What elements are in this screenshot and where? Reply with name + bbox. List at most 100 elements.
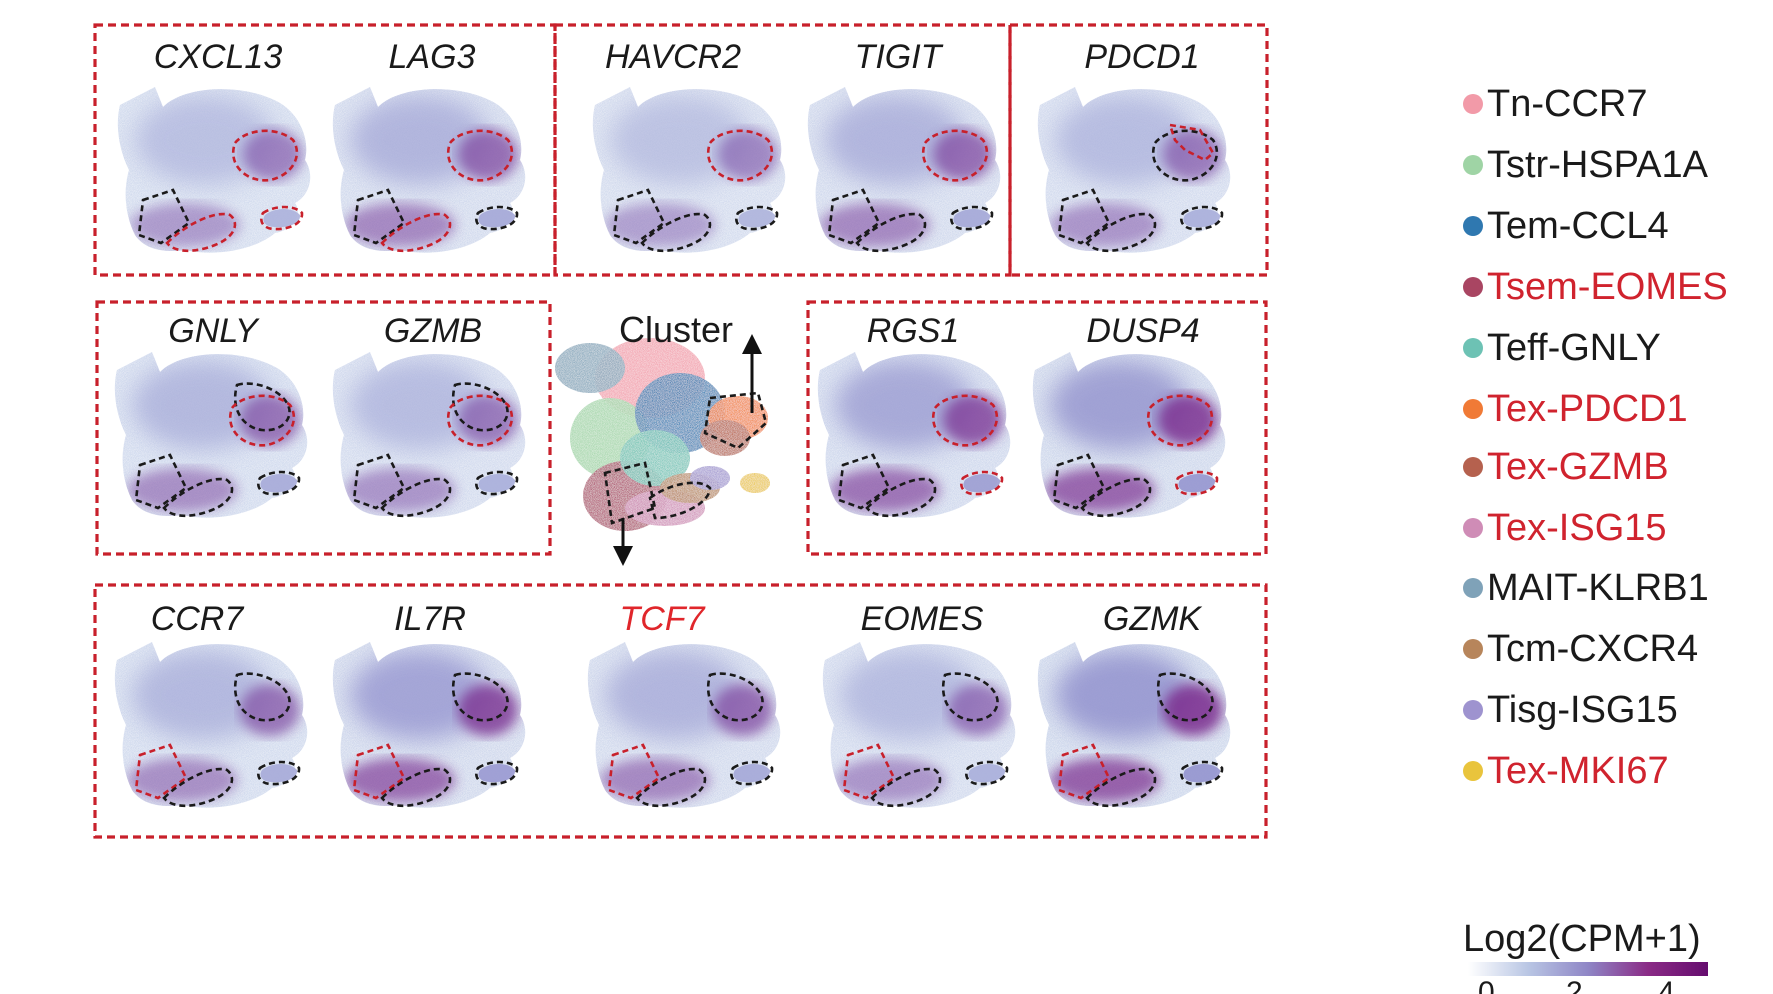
gene-label-ccr7: CCR7 [151, 600, 245, 638]
umap-island [260, 764, 298, 783]
legend-label: Tn-CCR7 [1487, 83, 1648, 125]
outline-region [352, 453, 406, 510]
legend-swatch [1463, 338, 1483, 358]
umap-island [478, 764, 516, 783]
umap-panel-cxcl13 [117, 87, 311, 253]
expression-hotspot [458, 394, 518, 446]
legend-swatch [1463, 277, 1483, 297]
colorscale-ticks: 0 2 4 [1468, 978, 1728, 994]
expression-density [135, 95, 275, 185]
expression-hotspot [718, 129, 778, 181]
colorscale-tick-0: 0 [1478, 978, 1495, 994]
cluster-Tex-MKI67 [740, 473, 770, 493]
outline-region [352, 743, 406, 800]
expression-hotspot [240, 684, 300, 736]
outline-region [1085, 767, 1157, 808]
outline-region [233, 672, 291, 722]
gene-label-gzmk: GZMK [1103, 600, 1203, 638]
outline-region [707, 129, 774, 182]
gene-label-pdcd1: PDCD1 [1084, 38, 1199, 76]
gene-label-eomes: EOMES [861, 600, 984, 638]
outline-region [447, 129, 514, 182]
outline-region [380, 212, 452, 253]
legend-item: Tn-CCR7 [1463, 84, 1647, 124]
legend-swatch [1463, 94, 1483, 114]
outline-region [842, 743, 896, 800]
cluster-MAIT-KLRB1 [555, 343, 625, 393]
legend-item: Teff-GNLY [1463, 328, 1661, 368]
umap-island [1178, 474, 1216, 493]
outline-region [475, 205, 519, 231]
gene-label-cxcl13: CXCL13 [154, 38, 283, 76]
expression-hotspot [948, 684, 1008, 736]
expression-density [825, 95, 965, 185]
expression-hotspot [713, 684, 773, 736]
legend-label: Tem-CCL4 [1487, 205, 1669, 247]
legend-swatch [1463, 518, 1483, 538]
outline-region [1180, 760, 1224, 786]
outline-region [229, 394, 296, 447]
expression-density [835, 360, 975, 450]
outline-region [941, 672, 999, 722]
cluster-label: Cluster [619, 309, 733, 350]
legend-label: Tisg-ISG15 [1487, 689, 1678, 731]
expression-hotspot [240, 394, 300, 446]
box-cytotoxic [95, 300, 552, 556]
expression-hotspot [943, 394, 1003, 446]
legend-swatch [1463, 700, 1483, 720]
expression-density [840, 650, 980, 740]
gene-label-gnly: GNLY [168, 312, 260, 350]
expression-hotspot [1163, 684, 1223, 736]
umap-panel-havcr2 [592, 87, 786, 253]
outline-region [447, 394, 514, 447]
outline-region [1180, 205, 1224, 231]
outline-region [1175, 470, 1219, 496]
outline-region [1057, 188, 1111, 245]
outline-region [1168, 123, 1215, 162]
legend-swatch [1463, 639, 1483, 659]
umap-island [478, 209, 516, 228]
legend-label: Tex-ISG15 [1487, 507, 1667, 549]
umap-island [1183, 764, 1221, 783]
umap-panel-pdcd1 [1037, 87, 1231, 253]
arrow-down-head [613, 546, 633, 566]
outline-region [640, 212, 712, 253]
outline-region [960, 470, 1004, 496]
legend-label: MAIT-KLRB1 [1487, 567, 1709, 609]
expression-density [350, 95, 490, 185]
outline-region [257, 470, 301, 496]
legend-swatch [1463, 457, 1483, 477]
outline-region [612, 188, 666, 245]
outline-region [233, 382, 291, 432]
expression-density [350, 360, 490, 450]
umap-island [260, 474, 298, 493]
outline-region [1080, 477, 1152, 518]
expression-hotspot [933, 129, 993, 181]
legend-label: Teff-GNLY [1487, 327, 1661, 369]
expression-density [1055, 650, 1195, 740]
legend-swatch [1463, 761, 1483, 781]
legend-swatch [1463, 216, 1483, 236]
box-progenitor [93, 583, 1268, 839]
cluster-umap [555, 334, 770, 566]
arrow-up-head [742, 334, 762, 354]
umap-panel-dusp4 [1032, 352, 1226, 518]
outline-region [380, 477, 452, 518]
outline-region [451, 382, 509, 432]
outline-region [635, 767, 707, 808]
legend-item: Tex-MKI67 [1463, 751, 1669, 791]
umap-panel-ccr7 [114, 642, 308, 808]
outline-region [475, 470, 519, 496]
umap-island [263, 209, 301, 228]
umap-panel-gzmk [1037, 642, 1231, 808]
umap-panel-lag3 [332, 87, 526, 253]
box-activation [806, 300, 1268, 556]
outline-region [607, 743, 661, 800]
gene-label-havcr2: HAVCR2 [605, 38, 741, 76]
gene-label-gzmb: GZMB [384, 312, 482, 350]
umap-panel-il7r [332, 642, 526, 808]
legend-item: Tsem-EOMES [1463, 267, 1728, 307]
expression-hotspot [243, 129, 303, 181]
outline-region [451, 672, 509, 722]
